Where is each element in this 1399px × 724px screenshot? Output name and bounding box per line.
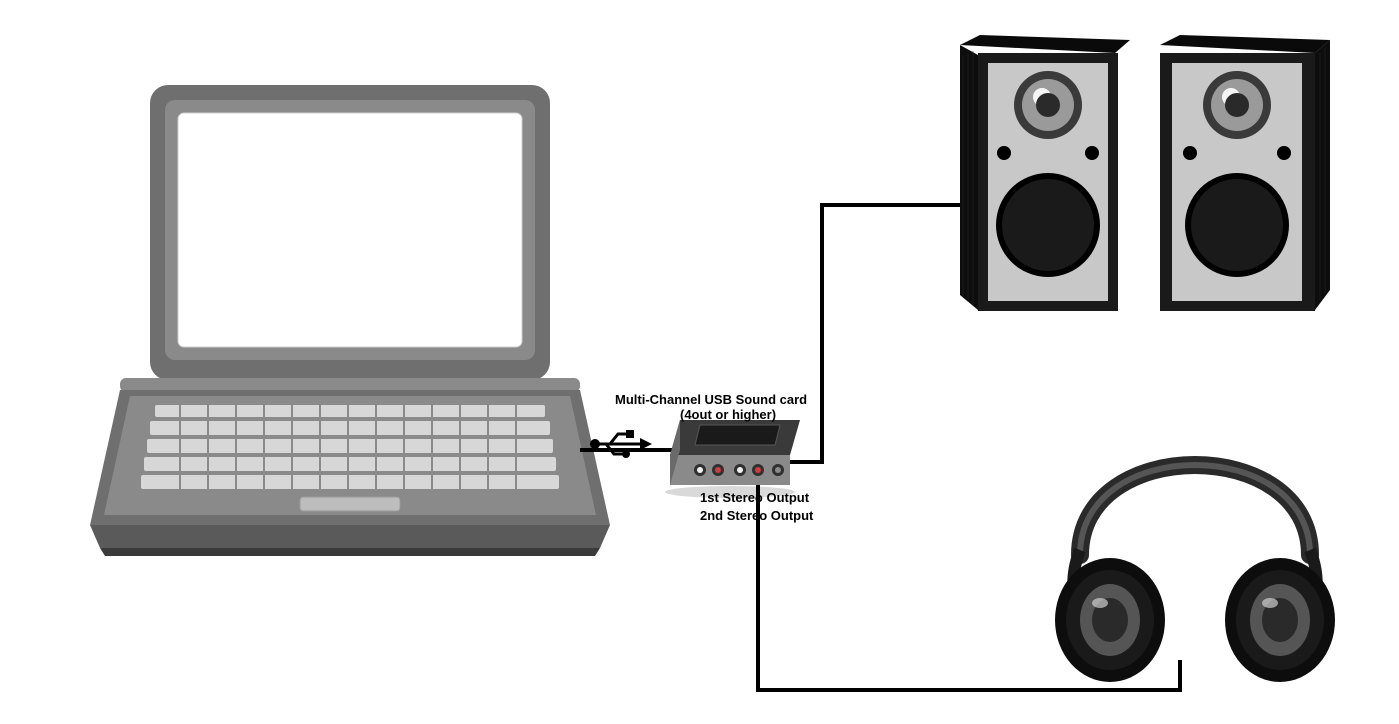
soundcard-icon: [665, 420, 800, 498]
speakers-icon: [960, 35, 1330, 311]
soundcard-title-line2: (4out or higher): [680, 407, 776, 422]
diagram-canvas: [0, 0, 1399, 724]
output1-label: 1st Stereo Output: [700, 490, 809, 505]
usb-icon: [590, 430, 652, 458]
cable-to-speakers: [790, 205, 960, 462]
laptop-icon: [90, 85, 610, 556]
headphones-icon: [1055, 465, 1335, 690]
output2-label: 2nd Stereo Output: [700, 508, 813, 523]
soundcard-title-line1: Multi-Channel USB Sound card: [615, 392, 807, 407]
